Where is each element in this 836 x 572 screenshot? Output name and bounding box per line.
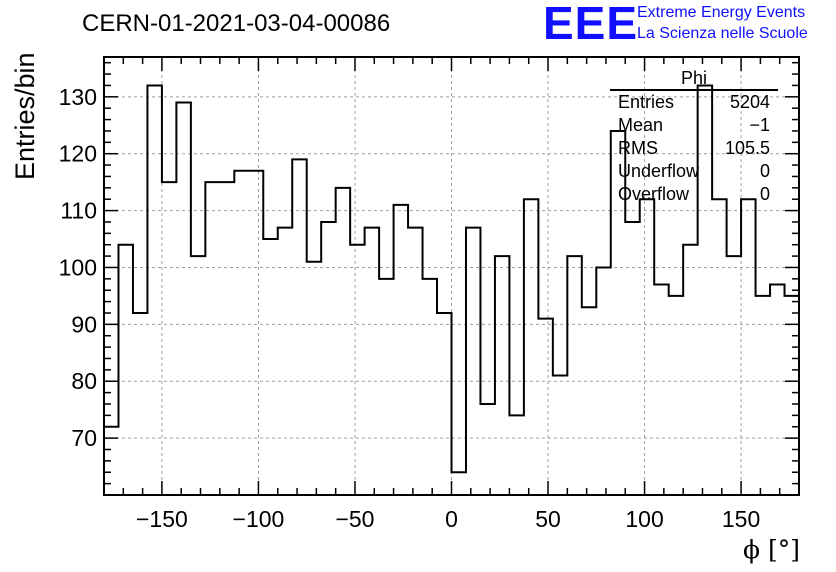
x-tick-label: 0 [445, 506, 458, 532]
logo-tagline-1: Extreme Energy Events [637, 4, 806, 21]
x-tick-label: 150 [722, 506, 760, 532]
stats-row-overflow: Overflow 0 [618, 184, 770, 207]
x-axis-title: ϕ [°] [743, 535, 800, 564]
stats-box: Phi Entries 5204 Mean −1 RMS 105.5 Under… [610, 68, 778, 210]
histogram-outline [103, 84, 799, 495]
stats-label: Overflow [618, 184, 690, 204]
stats-label: Mean [618, 115, 664, 135]
stats-box-divider [610, 89, 778, 91]
stats-value: 0 [759, 161, 770, 181]
x-tick-label: 50 [535, 506, 561, 532]
y-tick-label: 130 [59, 84, 97, 110]
tick-labels: −150 −100 −50 0 50 100 150 70 80 90 100 110 120 130 [59, 84, 761, 532]
stats-value: −1 [749, 115, 770, 135]
x-tick-label: −150 [136, 506, 188, 532]
stats-row-entries: Entries 5204 [618, 92, 770, 115]
y-axis-title: Entries/bin [10, 52, 40, 180]
stats-row-mean: Mean −1 [618, 115, 770, 138]
y-tick-label: 120 [59, 141, 97, 167]
y-tick-label: 100 [59, 254, 97, 280]
stats-label: Underflow [618, 161, 700, 181]
x-tick-label: −50 [335, 506, 374, 532]
stats-row-rms: RMS 105.5 [618, 138, 770, 161]
stats-box-title: Phi [680, 68, 707, 88]
stats-value: 105.5 [724, 138, 770, 158]
stats-value: 0 [759, 184, 770, 204]
stats-row-underflow: Underflow 0 [618, 161, 770, 184]
y-tick-label: 70 [71, 425, 97, 451]
y-tick-label: 80 [71, 368, 97, 394]
y-tick-label: 90 [71, 311, 97, 337]
x-tick-label: −100 [233, 506, 285, 532]
run-title: CERN-01-2021-03-04-00086 [82, 10, 391, 37]
eee-logo: EEE [543, 0, 639, 49]
logo-tagline-2: La Scienza nelle Scuole [637, 25, 808, 42]
stats-label: RMS [618, 138, 658, 158]
stats-label: Entries [618, 92, 675, 112]
grid-lines [104, 57, 799, 495]
x-tick-label: 100 [625, 506, 663, 532]
stats-value: 5204 [729, 92, 770, 112]
axis-ticks [104, 57, 799, 495]
y-tick-label: 110 [60, 198, 97, 224]
